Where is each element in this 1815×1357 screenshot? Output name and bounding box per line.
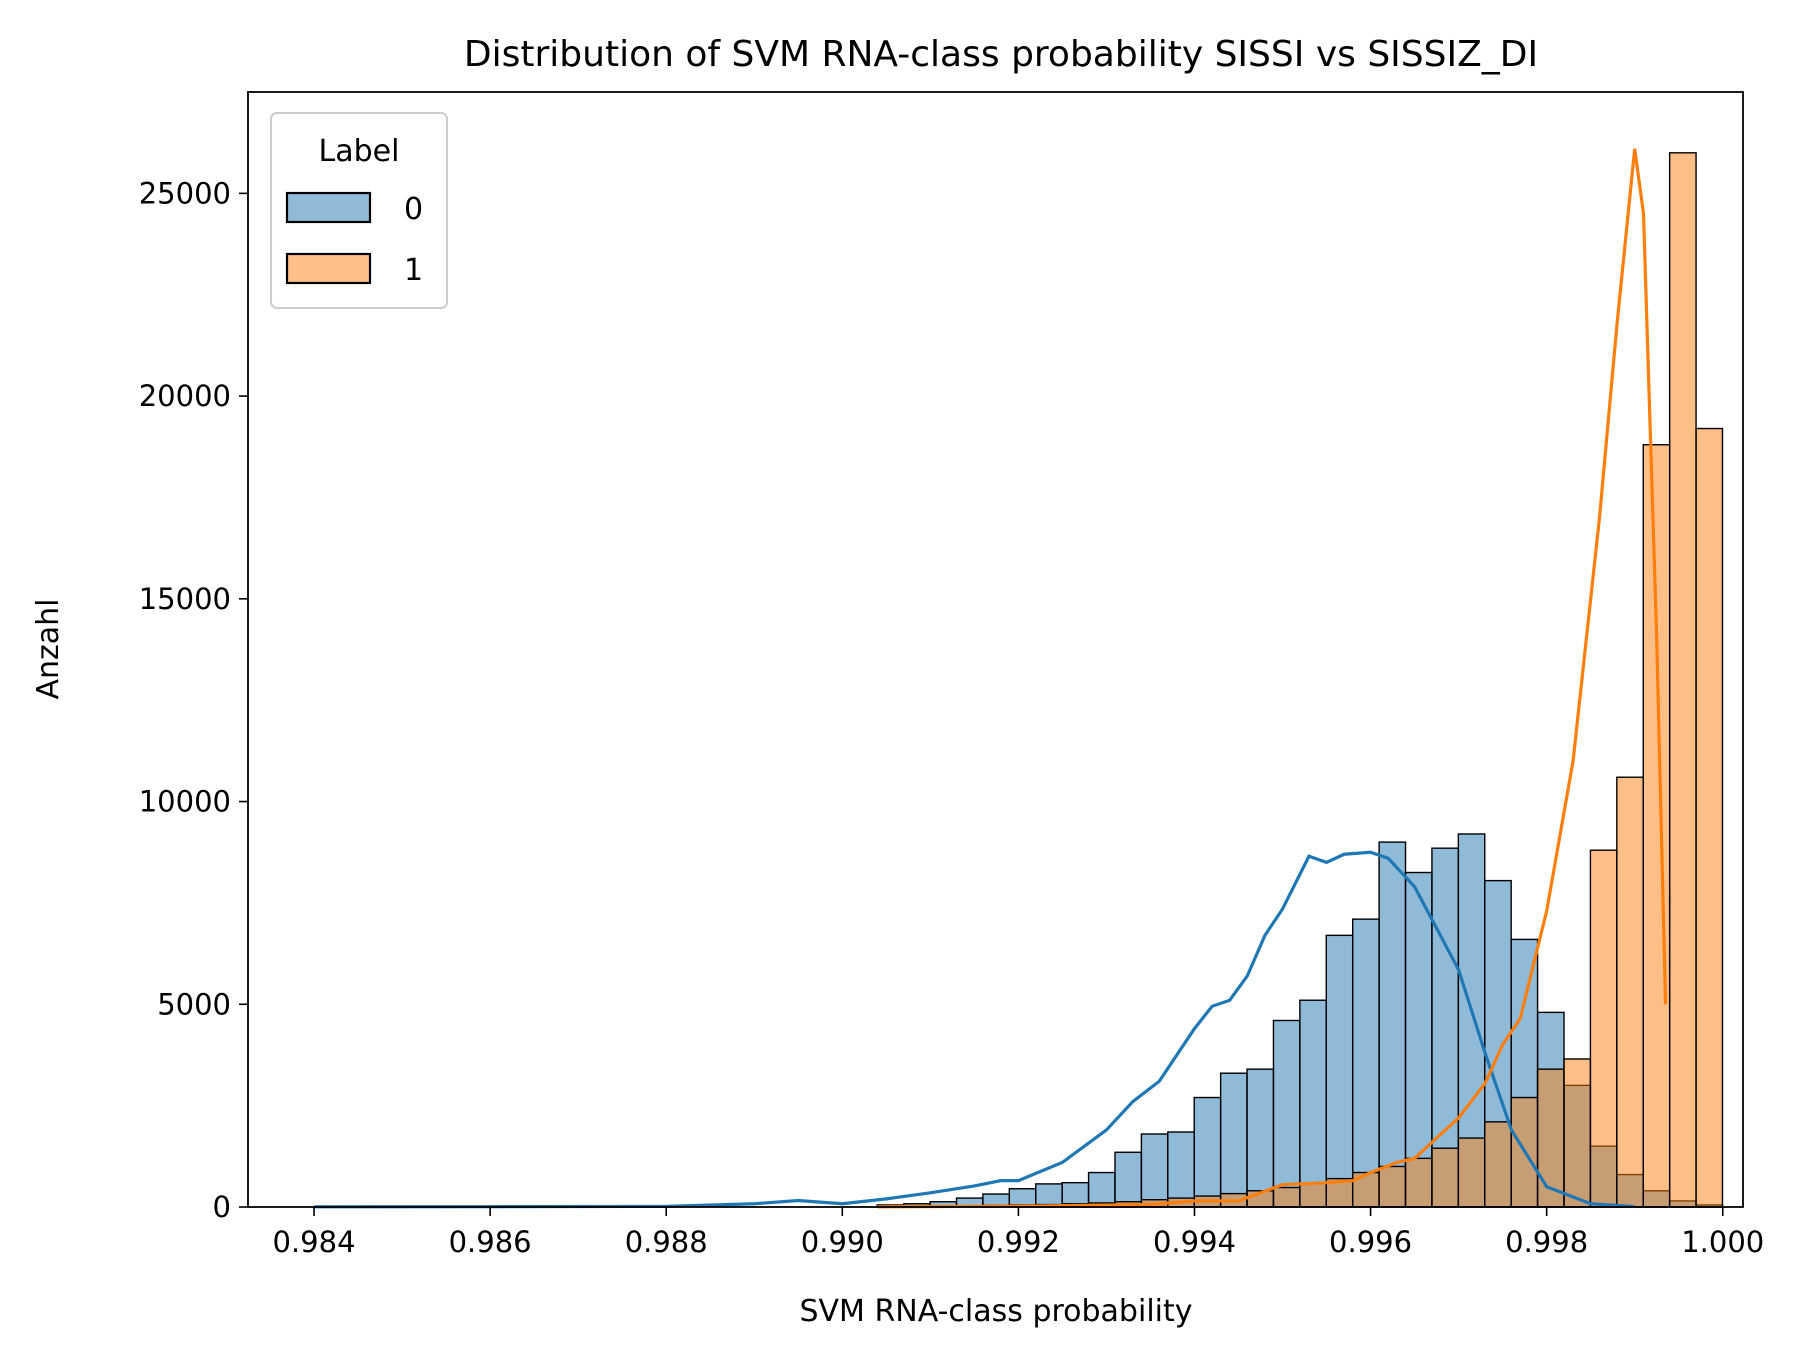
y-axis-ticks: 0 5000 10000 15000 20000 25000 <box>139 176 248 1224</box>
bar-series-1-bin-25 <box>1536 1068 1565 1208</box>
bar-series-1-bin-29 <box>1642 444 1671 1208</box>
bar-series-1-bin-16 <box>1299 1182 1327 1208</box>
x-tick-label: 0.992 <box>977 1225 1060 1259</box>
bar-series-0-bin-17 <box>1325 934 1354 1208</box>
y-tick-label: 15000 <box>139 582 231 616</box>
bar-series-0-bin-7 <box>1061 1181 1090 1208</box>
y-tick-label: 25000 <box>139 176 231 210</box>
x-tick-label: 0.984 <box>273 1225 356 1259</box>
legend-swatch-0 <box>285 191 372 224</box>
bar-series-0-bin-19 <box>1378 841 1407 1208</box>
x-tick-label: 0.988 <box>625 1225 708 1259</box>
bar-series-0-bin-21 <box>1431 847 1460 1208</box>
x-tick-label: 0.990 <box>801 1225 884 1259</box>
bar-series-0-bin-18 <box>1351 918 1380 1208</box>
bar-series-0-bin-5 <box>1008 1188 1037 1208</box>
y-tick-label: 20000 <box>139 379 231 413</box>
bar-series-1-bin-18 <box>1351 1171 1380 1208</box>
bar-series-0-bin-20 <box>1404 871 1433 1208</box>
bar-series-1-bin-26 <box>1563 1058 1592 1208</box>
bar-series-1-bin-19 <box>1378 1165 1407 1208</box>
series-1-kde-line <box>877 148 1668 1209</box>
x-tick-label: 0.986 <box>449 1225 532 1259</box>
bar-series-1-bin-30 <box>1668 152 1697 1208</box>
bar-series-1-bin-21 <box>1431 1147 1460 1208</box>
bar-series-1-bin-23 <box>1484 1121 1512 1208</box>
bar-series-0-bin-8 <box>1087 1171 1116 1208</box>
bar-series-0-bin-16 <box>1299 999 1327 1208</box>
series-0-kde-line <box>314 850 1635 1209</box>
legend-title: Label <box>319 134 400 169</box>
legend-label-1: 1 <box>404 253 423 288</box>
bar-series-1-bin-22 <box>1457 1137 1486 1208</box>
x-tick-label: 0.996 <box>1329 1225 1412 1259</box>
x-axis-label: SVM RNA-class probability <box>799 1294 1192 1329</box>
legend-swatch-1 <box>285 252 372 285</box>
y-tick-label: 5000 <box>157 987 231 1021</box>
bar-series-0-bin-13 <box>1219 1072 1248 1208</box>
x-axis-ticks: 0.984 0.986 0.988 0.990 0.992 0.994 0.996 0.998… <box>273 1207 1764 1259</box>
plot-frame <box>247 91 1744 1208</box>
y-tick-label: 10000 <box>139 785 231 819</box>
bar-series-0-bin-11 <box>1167 1131 1195 1208</box>
bar-series-1-bin-20 <box>1404 1157 1433 1208</box>
bar-series-0-bin-12 <box>1193 1096 1222 1208</box>
bar-series-1-bin-27 <box>1589 849 1618 1208</box>
y-axis-label: Anzahl <box>31 598 66 699</box>
bar-series-0-bin-15 <box>1272 1019 1301 1208</box>
legend-label-0: 0 <box>404 192 423 227</box>
y-tick-label: 0 <box>213 1190 231 1224</box>
x-tick-label: 0.998 <box>1505 1225 1588 1259</box>
x-tick-label: 1.000 <box>1681 1225 1764 1259</box>
bar-series-1-bin-28 <box>1616 776 1644 1208</box>
bar-series-0-bin-9 <box>1114 1151 1143 1208</box>
bar-series-0-bin-10 <box>1140 1133 1169 1208</box>
x-tick-label: 0.994 <box>1153 1225 1236 1259</box>
bar-series-1-bin-15 <box>1272 1186 1301 1208</box>
bar-series-0-bin-6 <box>1035 1183 1063 1208</box>
bar-series-1-bin-31 <box>1695 427 1724 1208</box>
legend: Label 0 1 <box>270 112 448 309</box>
bar-series-0-bin-14 <box>1246 1068 1275 1208</box>
chart-title: Distribution of SVM RNA-class probabilit… <box>464 34 1538 75</box>
